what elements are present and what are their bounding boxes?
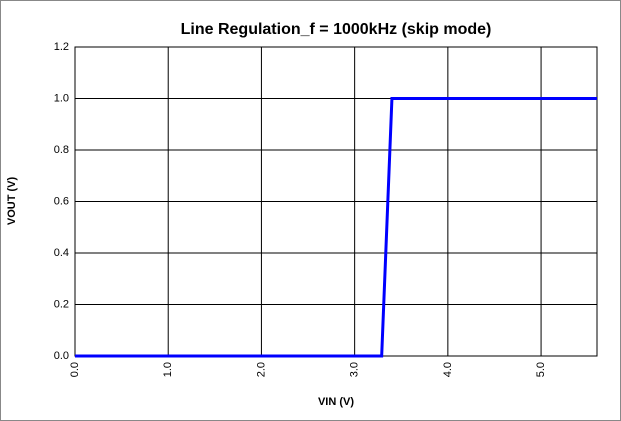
x-tick-label: 3.0 xyxy=(349,362,361,377)
x-tick-label: 1.0 xyxy=(162,362,174,377)
x-tick-label: 4.0 xyxy=(442,362,454,377)
y-tick-label: 0.8 xyxy=(54,144,69,156)
y-tick-label: 0.0 xyxy=(54,350,69,362)
y-tick-label: 0.2 xyxy=(54,298,69,310)
y-tick-label: 0.6 xyxy=(54,195,69,207)
x-tick-label: 2.0 xyxy=(255,362,267,377)
y-tick-label: 1.2 xyxy=(54,41,69,53)
x-tick-label: 5.0 xyxy=(535,362,547,377)
y-tick-label: 1.0 xyxy=(54,92,69,104)
y-tick-label: 0.4 xyxy=(54,247,69,259)
x-axis-label: VIN (V) xyxy=(318,396,354,408)
chart-title: Line Regulation_f = 1000kHz (skip mode) xyxy=(181,21,492,38)
data-line xyxy=(75,97,597,358)
y-axis-label: VOUT (V) xyxy=(6,177,18,226)
x-tick-label: 0.0 xyxy=(69,362,81,377)
